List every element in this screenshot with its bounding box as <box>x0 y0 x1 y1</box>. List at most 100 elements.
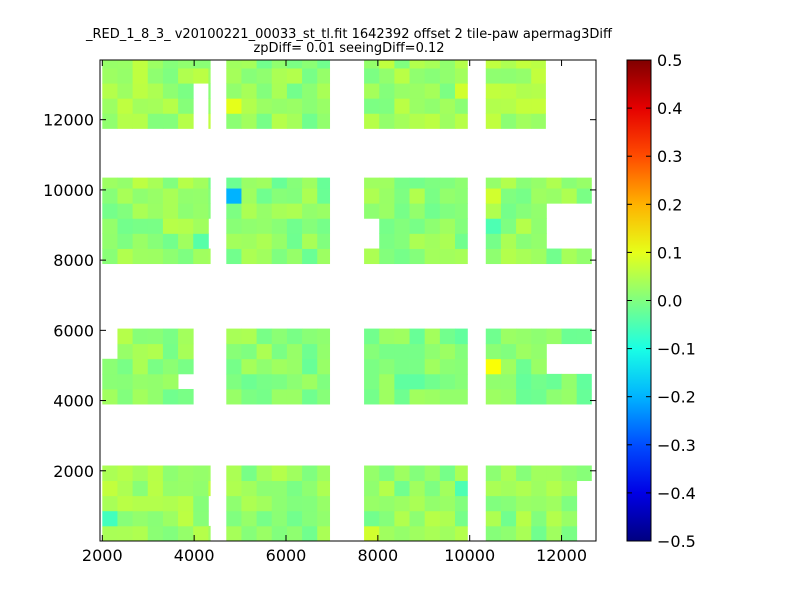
heatmap-cell <box>455 98 468 114</box>
heatmap-cell <box>439 465 456 482</box>
heatmap-cell <box>379 83 395 99</box>
heatmap-cell <box>364 343 380 360</box>
heatmap-cell <box>546 188 562 204</box>
heatmap-cell <box>178 113 194 129</box>
heatmap-cell <box>379 218 395 234</box>
heatmap-cell <box>147 188 164 204</box>
heatmap-cell <box>424 510 441 527</box>
heatmap-cell <box>147 60 164 69</box>
heatmap-cell <box>500 465 517 482</box>
heatmap-cell <box>439 177 456 189</box>
heatmap-cell <box>364 68 380 84</box>
heatmap-cell <box>546 248 562 265</box>
heatmap-cell <box>379 203 395 219</box>
heatmap-cell <box>485 83 502 99</box>
heatmap-cell <box>271 495 288 512</box>
heatmap-cell <box>226 188 242 204</box>
heatmap-cell <box>485 60 502 69</box>
plot-frame <box>99 59 597 542</box>
heatmap-cell <box>576 388 592 405</box>
heatmap-cell <box>132 525 149 541</box>
heatmap-cell <box>302 177 318 189</box>
heatmap-cell <box>147 480 164 497</box>
heatmap-cell <box>455 343 468 360</box>
heatmap-cell <box>409 465 426 482</box>
heatmap-cell <box>162 113 179 129</box>
heatmap-cell <box>531 328 547 345</box>
heatmap-cell <box>162 60 179 69</box>
x-tick-label: 12000 <box>536 546 587 565</box>
heatmap-cell <box>379 343 395 360</box>
heatmap-cell <box>193 233 209 249</box>
heatmap-cell <box>117 343 134 360</box>
heatmap-cell <box>500 328 517 345</box>
heatmap-cell <box>439 480 456 497</box>
heatmap-cell <box>424 328 441 345</box>
heatmap-cell <box>394 218 410 234</box>
chart-subtitle: zpDiff= 0.01 seeingDiff=0.12 <box>253 41 444 56</box>
heatmap-cell <box>102 188 118 204</box>
heatmap-cell <box>241 480 258 497</box>
heatmap-cell <box>394 495 410 512</box>
heatmap-cell <box>364 465 380 482</box>
heatmap-cell <box>162 495 179 512</box>
heatmap-cell <box>132 188 149 204</box>
heatmap-cell <box>117 98 134 114</box>
heatmap-cell <box>271 480 288 497</box>
y-tick-label: 4000 <box>53 392 94 411</box>
heatmap-cell <box>500 177 517 189</box>
heatmap-cell <box>193 177 209 189</box>
colorbar-tick-label: −0.4 <box>657 484 696 503</box>
heatmap-cell <box>531 465 547 482</box>
heatmap-cell <box>439 248 456 265</box>
heatmap-cell <box>531 60 546 69</box>
heatmap-cell <box>286 328 303 345</box>
heatmap-cell <box>241 388 258 405</box>
colorbar-tick-label: −0.5 <box>657 532 696 551</box>
heatmap-cell <box>516 510 532 527</box>
colorbar-tick-label: −0.1 <box>657 340 696 359</box>
heatmap-cell <box>286 343 303 360</box>
heatmap-cell <box>561 328 578 345</box>
heatmap-cell <box>455 83 468 99</box>
heatmap-cell <box>409 60 426 69</box>
heatmap-cell <box>117 188 134 204</box>
heatmap-cell <box>102 480 118 497</box>
heatmap-cell <box>364 177 380 189</box>
heatmap-cell <box>132 495 149 512</box>
heatmap-cell <box>147 203 164 219</box>
heatmap-cell <box>439 343 456 360</box>
heatmap-cell <box>271 177 288 189</box>
heatmap-cell <box>193 480 209 497</box>
heatmap-cell <box>546 510 562 527</box>
chart-title: _RED_1_8_3_ v20100221_00033_st_tl.fit 16… <box>85 27 613 42</box>
heatmap-cell <box>226 480 242 497</box>
heatmap-cell <box>302 248 318 265</box>
heatmap-cell <box>286 358 303 375</box>
heatmap-cell <box>102 60 118 69</box>
heatmap-cell <box>241 510 258 527</box>
heatmap-cell <box>193 248 209 265</box>
heatmap-cell <box>546 177 562 189</box>
heatmap-cell <box>208 98 211 114</box>
heatmap-cell <box>531 188 547 204</box>
colorbar-tick-label: 0.5 <box>657 51 682 70</box>
heatmap-cell <box>147 388 164 405</box>
heatmap-cell <box>132 113 149 129</box>
heatmap-cell <box>117 233 134 249</box>
heatmap-cell <box>117 177 134 189</box>
heatmap-cell <box>226 233 242 249</box>
heatmap-cell <box>162 203 179 219</box>
heatmap-cell <box>409 68 426 84</box>
heatmap-cell <box>424 218 441 234</box>
heatmap-cell <box>256 248 273 265</box>
heatmap-cell <box>162 480 179 497</box>
heatmap-cell <box>500 233 517 249</box>
heatmap-cell <box>162 188 179 204</box>
heatmap-cell <box>485 177 502 189</box>
heatmap-cell <box>424 525 441 541</box>
heatmap-cell <box>162 98 179 114</box>
heatmap-cell <box>147 113 164 129</box>
y-tick-label: 8000 <box>53 251 94 270</box>
heatmap-cell <box>271 60 288 69</box>
